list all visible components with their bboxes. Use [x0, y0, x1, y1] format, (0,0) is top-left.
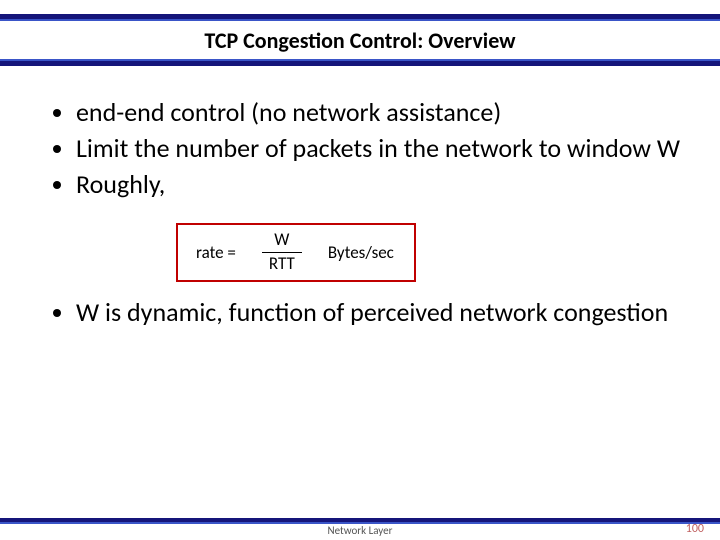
- formula-fraction: W RTT: [262, 231, 302, 273]
- bullet-item: Limit the number of packets in the netwo…: [76, 132, 680, 166]
- slide-body: end-end control (no network assistance) …: [46, 96, 680, 332]
- footer-band: Network Layer 100: [0, 518, 720, 540]
- bullet-item: W is dynamic, function of perceived netw…: [76, 296, 680, 330]
- formula-wrap: rate = W RTT Bytes/sec: [176, 223, 680, 281]
- formula-rhs: Bytes/sec: [328, 242, 394, 263]
- bullet-list-bottom: W is dynamic, function of perceived netw…: [46, 296, 680, 330]
- title-band: TCP Congestion Control: Overview: [0, 14, 720, 66]
- footer-inner-border: Network Layer 100: [0, 522, 720, 536]
- slide-root: TCP Congestion Control: Overview end-end…: [0, 0, 720, 540]
- footer-text: Network Layer: [0, 524, 720, 537]
- formula-lhs: rate =: [196, 242, 236, 263]
- formula-denominator: RTT: [267, 255, 297, 274]
- bullet-list-top: end-end control (no network assistance) …: [46, 96, 680, 201]
- formula-numerator: W: [270, 231, 293, 250]
- slide-title: TCP Congestion Control: Overview: [204, 27, 515, 54]
- page-number: 100: [686, 522, 704, 536]
- title-outer-border: TCP Congestion Control: Overview: [0, 14, 720, 66]
- title-inner-border: TCP Congestion Control: Overview: [0, 19, 720, 61]
- formula-box: rate = W RTT Bytes/sec: [176, 223, 416, 281]
- footer-outer-border: Network Layer 100: [0, 518, 720, 540]
- bullet-item: Roughly,: [76, 168, 680, 202]
- bullet-item: end-end control (no network assistance): [76, 96, 680, 130]
